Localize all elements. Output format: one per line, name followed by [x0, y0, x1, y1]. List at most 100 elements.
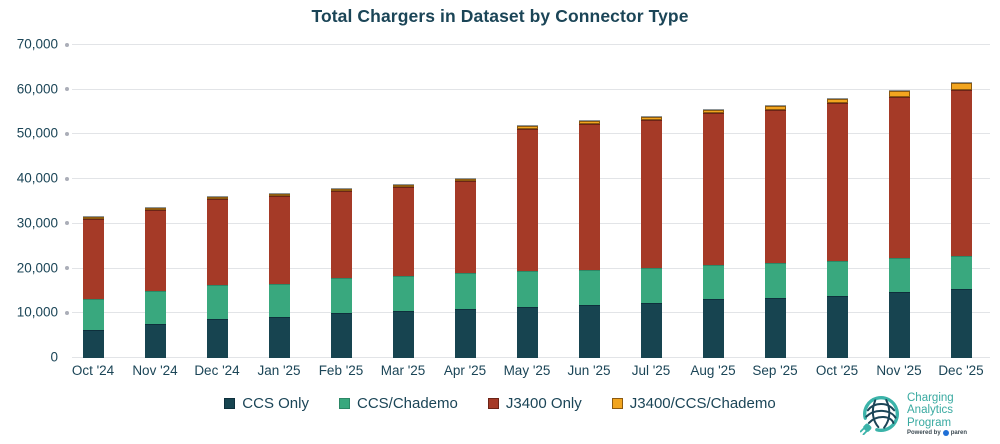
bar-segment-ccs-only[interactable] [516, 306, 538, 358]
bar-segment-ccs-only[interactable] [144, 323, 166, 358]
bar-group-nov-25 [868, 45, 930, 358]
bar-segment-ccs-only[interactable] [82, 329, 104, 358]
stacked-bar [578, 45, 600, 358]
bar-segment-ccs-chademo[interactable] [330, 278, 352, 314]
bar-segment-j3400-only[interactable] [206, 199, 228, 286]
bar-segment-ccs-chademo[interactable] [206, 285, 228, 320]
bar-segment-j3400-ccs-chademo[interactable] [764, 106, 786, 111]
bar-segment-ccs-only[interactable] [888, 292, 910, 358]
gridline-tick-dot [65, 266, 69, 271]
x-tick-label: Sep '25 [752, 363, 798, 378]
bar-segment-j3400-ccs-chademo[interactable] [268, 194, 290, 197]
y-tick-label: 40,000 [16, 170, 58, 186]
bar-segment-ccs-only[interactable] [578, 304, 600, 358]
bar-segment-j3400-only[interactable] [268, 196, 290, 284]
legend-item-j3400-only[interactable]: J3400 Only [487, 395, 582, 412]
x-tick-label: Aug '25 [690, 363, 736, 378]
bar-segment-ccs-chademo[interactable] [268, 283, 290, 317]
bar-segment-ccs-chademo[interactable] [888, 257, 910, 293]
legend-swatch [611, 398, 623, 409]
bar-segment-j3400-only[interactable] [764, 110, 786, 263]
bar-group-mar-25 [372, 45, 434, 358]
gridline: 60,000 [17, 81, 990, 96]
y-tick-label: 10,000 [16, 304, 58, 320]
plot-area [62, 45, 992, 358]
stacked-bar [764, 45, 786, 358]
x-tick-label: Feb '25 [318, 363, 364, 378]
bar-group-jun-25 [558, 45, 620, 358]
stacked-bar [330, 45, 352, 358]
bar-segment-ccs-chademo[interactable] [702, 264, 724, 300]
bar-group-aug-25 [682, 45, 744, 358]
bar-segment-ccs-only[interactable] [826, 295, 848, 358]
legend-item-ccs-chademo[interactable]: CCS/Chademo [338, 395, 458, 412]
legend-item-j3400-ccs-chademo[interactable]: J3400/CCS/Chademo [611, 395, 776, 412]
bar-segment-ccs-chademo[interactable] [392, 276, 414, 312]
bar-segment-j3400-ccs-chademo[interactable] [826, 99, 848, 104]
bar-segment-j3400-ccs-chademo[interactable] [702, 109, 724, 113]
bar-segment-j3400-ccs-chademo[interactable] [82, 217, 104, 220]
bar-segment-j3400-ccs-chademo[interactable] [330, 189, 352, 192]
bar-segment-j3400-only[interactable] [454, 180, 476, 274]
bar-segment-j3400-ccs-chademo[interactable] [144, 208, 166, 211]
bar-group-oct-25 [806, 45, 868, 358]
brand-line-3: Program [907, 416, 952, 429]
x-tick-label: Apr '25 [443, 363, 487, 378]
bar-segment-ccs-chademo[interactable] [454, 273, 476, 309]
bar-group-may-25 [496, 45, 558, 358]
bar-segment-ccs-chademo[interactable] [764, 262, 786, 298]
legend-swatch [224, 398, 236, 409]
bar-segment-ccs-only[interactable] [268, 316, 290, 358]
bar-segment-j3400-ccs-chademo[interactable] [206, 197, 228, 200]
bar-segment-ccs-chademo[interactable] [950, 255, 972, 289]
bar-segment-ccs-chademo[interactable] [144, 290, 166, 324]
bar-segment-j3400-only[interactable] [392, 186, 414, 277]
legend-label: CCS Only [242, 395, 309, 412]
bar-segment-j3400-only[interactable] [578, 123, 600, 270]
bar-segment-j3400-only[interactable] [950, 90, 972, 256]
brand-line-1: Charging [907, 391, 954, 404]
bar-segment-ccs-only[interactable] [764, 297, 786, 358]
bar-segment-j3400-only[interactable] [640, 119, 662, 269]
bar-segment-j3400-only[interactable] [888, 96, 910, 258]
legend-label: J3400 Only [505, 395, 582, 412]
bar-segment-ccs-chademo[interactable] [82, 299, 104, 330]
bar-segment-j3400-ccs-chademo[interactable] [578, 121, 600, 124]
bar-segment-j3400-only[interactable] [702, 112, 724, 265]
gridline-tick-dot [65, 87, 69, 92]
bar-segment-ccs-only[interactable] [454, 308, 476, 358]
bar-segment-j3400-ccs-chademo[interactable] [950, 83, 972, 91]
bar-segment-ccs-only[interactable] [950, 288, 972, 358]
bar-segment-j3400-only[interactable] [82, 219, 104, 299]
bar-group-feb-25 [310, 45, 372, 358]
bar-segment-j3400-ccs-chademo[interactable] [640, 116, 662, 120]
bar-segment-j3400-ccs-chademo[interactable] [516, 125, 538, 129]
legend-item-ccs-only[interactable]: CCS Only [224, 395, 309, 412]
bar-segment-j3400-ccs-chademo[interactable] [454, 178, 476, 181]
paren-brand-name: paren [950, 430, 968, 437]
bar-segment-j3400-only[interactable] [516, 128, 538, 271]
bar-segment-ccs-chademo[interactable] [578, 269, 600, 305]
bar-segment-j3400-only[interactable] [826, 103, 848, 261]
bar-segment-ccs-only[interactable] [330, 313, 352, 358]
bar-segment-j3400-only[interactable] [330, 191, 352, 279]
stacked-bar [702, 45, 724, 358]
legend-label: CCS/Chademo [356, 395, 458, 412]
bar-group-apr-25 [434, 45, 496, 358]
bar-segment-ccs-chademo[interactable] [516, 270, 538, 307]
bar-segment-ccs-chademo[interactable] [640, 268, 662, 303]
bar-segment-j3400-only[interactable] [144, 210, 166, 291]
gridline-tick-dot [65, 131, 69, 136]
bar-segment-j3400-ccs-chademo[interactable] [392, 184, 414, 187]
bar-group-jul-25 [620, 45, 682, 358]
bar-segment-ccs-only[interactable] [640, 302, 662, 358]
x-tick-label: Jan '25 [257, 363, 301, 378]
bar-segment-ccs-chademo[interactable] [826, 260, 848, 296]
x-axis-labels: Oct '24 Nov '24 Dec '24 Jan '25 Feb '25 Mar '… [62, 363, 992, 378]
x-tick-label: Oct '24 [71, 363, 115, 378]
bar-segment-ccs-only[interactable] [206, 319, 228, 358]
bar-segment-ccs-only[interactable] [702, 299, 724, 358]
x-tick-label: Dec '25 [938, 363, 984, 378]
bar-segment-j3400-ccs-chademo[interactable] [888, 91, 910, 97]
bar-segment-ccs-only[interactable] [392, 311, 414, 358]
